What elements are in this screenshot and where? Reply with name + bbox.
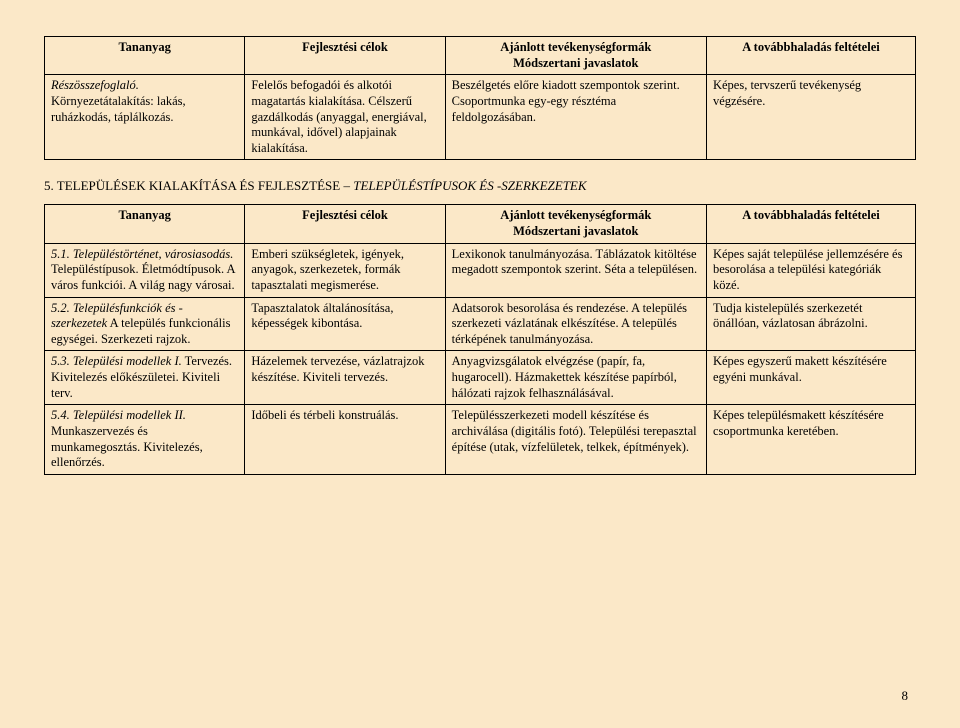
cell-fejlesztesi: Házelemek tervezése, vázlatrajzok készít… — [245, 351, 445, 405]
cell-italic: 5.3. Települési modellek I. — [51, 354, 182, 368]
section-prefix: 5. TELEPÜLÉSEK KIALAKÍTÁSA ÉS FEJLESZTÉS… — [44, 178, 353, 193]
th-tovabbhaladas: A továbbhaladás feltételei — [706, 37, 915, 75]
table-row: 5.4. Települési modellek II. Munkaszerve… — [45, 405, 916, 475]
th-ajanlott: Ajánlott tevékenységformák Módszertani j… — [445, 205, 706, 243]
cell-tovabbhaladas: Képes egyszerű makett készítésére egyéni… — [706, 351, 915, 405]
cell-rest: Környezetátalakítás: lakás, ruházkodás, … — [51, 94, 186, 124]
th-line1: Ajánlott tevékenységformák — [500, 208, 651, 222]
cell-fejlesztesi: Emberi szükségletek, igények, anyagok, s… — [245, 243, 445, 297]
cell-tovabbhaladas: Tudja kistelepülés szerkezetét önállóan,… — [706, 297, 915, 351]
cell-tovabbhaladas: Képes saját települése jellemzésére és b… — [706, 243, 915, 297]
table-row: Részösszefoglaló. Környezetátalakítás: l… — [45, 75, 916, 160]
cell-tovabbhaladas: Képes településmakett készítésére csopor… — [706, 405, 915, 475]
cell-ajanlott: Településszerkezeti modell készítése és … — [445, 405, 706, 475]
cell-rest: Településtípusok. Életmódtípusok. A váro… — [51, 262, 235, 292]
cell-ajanlott: Anyagvizsgálatok elvégzése (papír, fa, h… — [445, 351, 706, 405]
th-line1: Ajánlott tevékenységformák — [500, 40, 651, 54]
table-header-row: Tananyag Fejlesztési célok Ajánlott tevé… — [45, 205, 916, 243]
cell-tananyag: 5.3. Települési modellek I. Tervezés. Ki… — [45, 351, 245, 405]
table-row: 5.2. Településfunkciók és -szerkezetek A… — [45, 297, 916, 351]
cell-ajanlott: Adatsorok besorolása és rendezése. A tel… — [445, 297, 706, 351]
th-line2: Módszertani javaslatok — [513, 224, 638, 238]
cell-italic: 5.4. Települési modellek II. — [51, 408, 186, 422]
section-italic: TELEPÜLÉSTÍPUSOK ÉS -SZERKEZETEK — [353, 178, 586, 193]
table-row: 5.1. Településtörténet, városiasodás. Te… — [45, 243, 916, 297]
cell-tovabbhaladas: Képes, tervszerű tevékenység végzésére. — [706, 75, 915, 160]
top-table: Tananyag Fejlesztési célok Ajánlott tevé… — [44, 36, 916, 160]
table-header-row: Tananyag Fejlesztési célok Ajánlott tevé… — [45, 37, 916, 75]
cell-tananyag: 5.2. Településfunkciók és -szerkezetek A… — [45, 297, 245, 351]
th-fejlesztesi: Fejlesztési célok — [245, 205, 445, 243]
cell-italic: 5.1. Településtörténet, városiasodás. — [51, 247, 233, 261]
cell-italic: Részösszefoglaló. — [51, 78, 139, 92]
cell-fejlesztesi: Tapasztalatok általánosítása, képességek… — [245, 297, 445, 351]
section-heading: 5. TELEPÜLÉSEK KIALAKÍTÁSA ÉS FEJLESZTÉS… — [44, 178, 916, 194]
cell-ajanlott: Lexikonok tanulmányozása. Táblázatok kit… — [445, 243, 706, 297]
th-ajanlott: Ajánlott tevékenységformák Módszertani j… — [445, 37, 706, 75]
cell-tananyag: 5.4. Települési modellek II. Munkaszerve… — [45, 405, 245, 475]
cell-tananyag: 5.1. Településtörténet, városiasodás. Te… — [45, 243, 245, 297]
th-tananyag: Tananyag — [45, 37, 245, 75]
th-fejlesztesi: Fejlesztési célok — [245, 37, 445, 75]
page-number: 8 — [902, 688, 909, 704]
th-line2: Módszertani javaslatok — [513, 56, 638, 70]
cell-fejlesztesi: Időbeli és térbeli konstruálás. — [245, 405, 445, 475]
th-tananyag: Tananyag — [45, 205, 245, 243]
main-table: Tananyag Fejlesztési célok Ajánlott tevé… — [44, 204, 916, 474]
cell-fejlesztesi: Felelős befogadói és alkotói magatartás … — [245, 75, 445, 160]
cell-rest: Munkaszervezés és munkamegosztás. Kivite… — [51, 424, 203, 469]
cell-ajanlott: Beszélgetés előre kiadott szempontok sze… — [445, 75, 706, 160]
th-tovabbhaladas: A továbbhaladás feltételei — [706, 205, 915, 243]
cell-tananyag: Részösszefoglaló. Környezetátalakítás: l… — [45, 75, 245, 160]
table-row: 5.3. Települési modellek I. Tervezés. Ki… — [45, 351, 916, 405]
